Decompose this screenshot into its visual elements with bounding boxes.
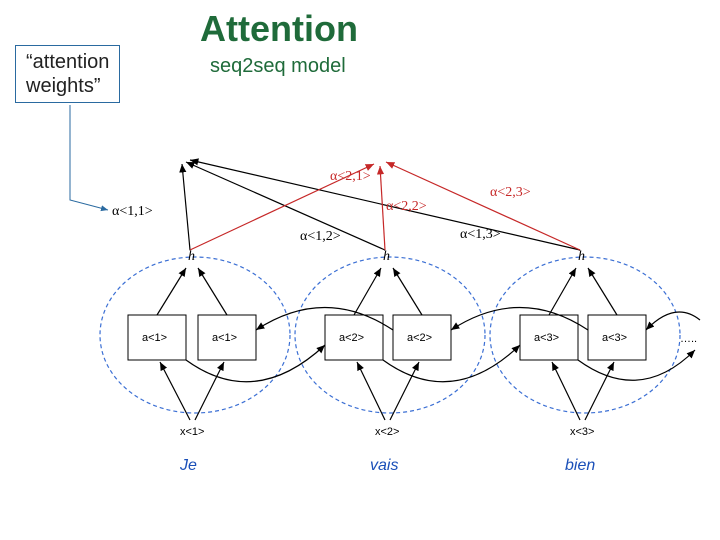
a-label-5: a<3>: [534, 332, 559, 344]
callout-arrow: [70, 105, 108, 210]
arrow-box4-h2: [393, 268, 422, 315]
arrow-box5-h3: [549, 268, 576, 315]
group-ellipse-2: [295, 257, 485, 413]
a-label-3: a<2>: [339, 332, 364, 344]
a-label-1: a<1>: [142, 332, 167, 344]
alpha-arrow-13: [190, 160, 580, 250]
alpha-label-12: α<1,2>: [300, 229, 341, 244]
a-label-2: a<1>: [212, 332, 237, 344]
bwd-arc-e3: [646, 312, 700, 330]
alpha-arrow-22: [380, 166, 385, 250]
alpha-label-13: α<1,3>: [460, 227, 501, 242]
word-3: bien: [565, 457, 595, 474]
word-1: Je: [179, 457, 197, 474]
x3-to-box6: [585, 362, 614, 420]
alpha-label-11: α<1,1>: [112, 204, 153, 219]
alpha-label-23: α<2,3>: [490, 185, 531, 200]
h-label-3: h: [578, 249, 585, 264]
a-label-6: a<3>: [602, 332, 627, 344]
x2-to-box4: [390, 362, 419, 420]
arrow-box6-h3: [588, 268, 617, 315]
alpha-label-21: α<2,1>: [330, 169, 371, 184]
ellipsis: …..: [680, 333, 697, 345]
a-label-4: a<2>: [407, 332, 432, 344]
x-label-1: x<1>: [180, 426, 204, 438]
arrow-box2-h1: [198, 268, 227, 315]
group-ellipse-3: [490, 257, 680, 413]
arrow-box1-h1: [157, 268, 186, 315]
x-label-2: x<2>: [375, 426, 399, 438]
arrow-box3-h2: [354, 268, 381, 315]
word-2: vais: [370, 457, 398, 474]
h-label-2: h: [383, 249, 390, 264]
alpha-arrow-11: [182, 164, 190, 250]
h-label-1: h: [188, 249, 195, 264]
diagram-svg: α<1,1> α<1,2> α<1,3> α<2,1> α<2,2> α<2,3…: [0, 0, 720, 540]
x-label-3: x<3>: [570, 426, 594, 438]
alpha-label-22: α<2,2>: [386, 199, 427, 214]
x1-to-box2: [195, 362, 224, 420]
